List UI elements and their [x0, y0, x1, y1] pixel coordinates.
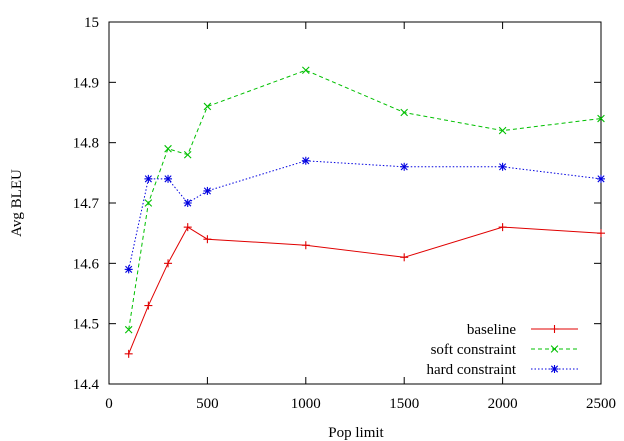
- y-tick-label: 14.4: [73, 377, 100, 393]
- x-tick-label: 2500: [586, 396, 616, 412]
- legend-label-baseline: baseline: [467, 322, 516, 338]
- x-tick-label: 500: [196, 396, 219, 412]
- data-point-hard-constraint: [498, 162, 507, 171]
- data-point-soft-constraint: [203, 102, 212, 111]
- legend-label-hard-constraint: hard constraint: [426, 362, 516, 378]
- data-point-soft-constraint: [597, 114, 605, 123]
- data-point-soft-constraint: [183, 150, 192, 159]
- data-point-soft-constraint: [164, 144, 172, 153]
- y-tick-label: 15: [84, 15, 99, 31]
- x-tick-label: 1000: [291, 396, 321, 412]
- y-tick-label: 14.7: [73, 196, 100, 212]
- data-point-hard-constraint: [183, 199, 192, 207]
- plot-frame: [108, 21, 602, 385]
- data-point-hard-constraint: [164, 174, 173, 183]
- data-point-soft-constraint: [144, 199, 153, 207]
- data-point-hard-constraint: [400, 162, 409, 171]
- data-point-soft-constraint: [400, 108, 408, 117]
- legend-marker-baseline: [550, 325, 559, 333]
- y-tick-label: 14.9: [73, 75, 99, 91]
- x-tick-label: 2000: [488, 396, 518, 412]
- data-point-baseline: [183, 223, 192, 232]
- legend-marker-soft-constraint: [550, 345, 559, 353]
- data-point-baseline: [597, 229, 605, 238]
- data-point-baseline: [144, 301, 153, 310]
- data-point-soft-constraint: [302, 66, 310, 75]
- data-point-baseline: [400, 253, 409, 262]
- data-point-baseline: [301, 241, 310, 250]
- x-tick-label: 0: [105, 396, 113, 412]
- series-line-soft-constraint: [128, 69, 602, 330]
- data-point-hard-constraint: [597, 174, 605, 183]
- legend-label-soft-constraint: soft constraint: [431, 342, 517, 358]
- data-point-baseline: [203, 235, 212, 244]
- data-point-baseline: [124, 349, 133, 358]
- y-axis-title: Avg BLEU: [9, 169, 25, 237]
- x-tick-label: 1500: [389, 396, 419, 412]
- data-point-hard-constraint: [124, 265, 133, 274]
- data-point-hard-constraint: [301, 156, 310, 165]
- series-line-hard-constraint: [128, 160, 602, 270]
- data-point-hard-constraint: [144, 174, 153, 183]
- data-point-soft-constraint: [498, 126, 507, 135]
- series-line-baseline: [128, 226, 602, 354]
- x-axis-title: Pop limit: [328, 425, 384, 441]
- data-point-baseline: [498, 223, 507, 232]
- y-tick-label: 14.5: [73, 317, 99, 333]
- data-point-baseline: [164, 259, 173, 268]
- y-tick-label: 14.8: [73, 136, 99, 152]
- data-point-hard-constraint: [203, 186, 212, 195]
- y-tick-label: 14.6: [73, 256, 100, 272]
- legend-marker-hard-constraint: [550, 365, 559, 373]
- data-point-soft-constraint: [124, 325, 133, 334]
